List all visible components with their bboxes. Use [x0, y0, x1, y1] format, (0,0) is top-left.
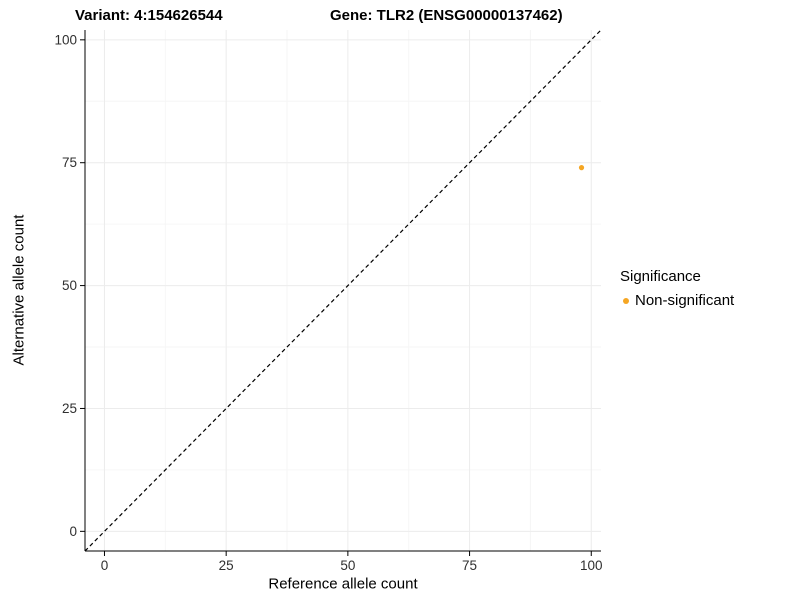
plot-title-variant: Variant: 4:154626544 [75, 7, 223, 24]
y-tick-label: 0 [69, 524, 77, 539]
y-axis-label: Alternative allele count [10, 214, 28, 366]
x-axis-label: Reference allele count [268, 575, 418, 593]
legend: Significance Non-significant [620, 268, 734, 309]
y-tick-label: 75 [62, 155, 77, 170]
x-tick-label: 50 [340, 558, 355, 573]
y-tick-label: 25 [62, 401, 77, 416]
identity-line [84, 29, 602, 552]
data-point [578, 165, 585, 171]
x-tick-label: 75 [462, 558, 477, 573]
x-tick-label: 25 [219, 558, 234, 573]
plot-title-gene: Gene: TLR2 (ENSG00000137462) [330, 7, 563, 24]
legend-item: Non-significant [620, 292, 734, 309]
y-tick-label: 100 [54, 32, 77, 47]
x-tick-label: 0 [101, 558, 109, 573]
legend-key-dot-icon [623, 297, 629, 304]
x-tick-label: 100 [580, 558, 603, 573]
y-tick-label: 50 [62, 278, 77, 293]
legend-title: Significance [620, 268, 701, 285]
legend-item-label: Non-significant [635, 292, 735, 309]
